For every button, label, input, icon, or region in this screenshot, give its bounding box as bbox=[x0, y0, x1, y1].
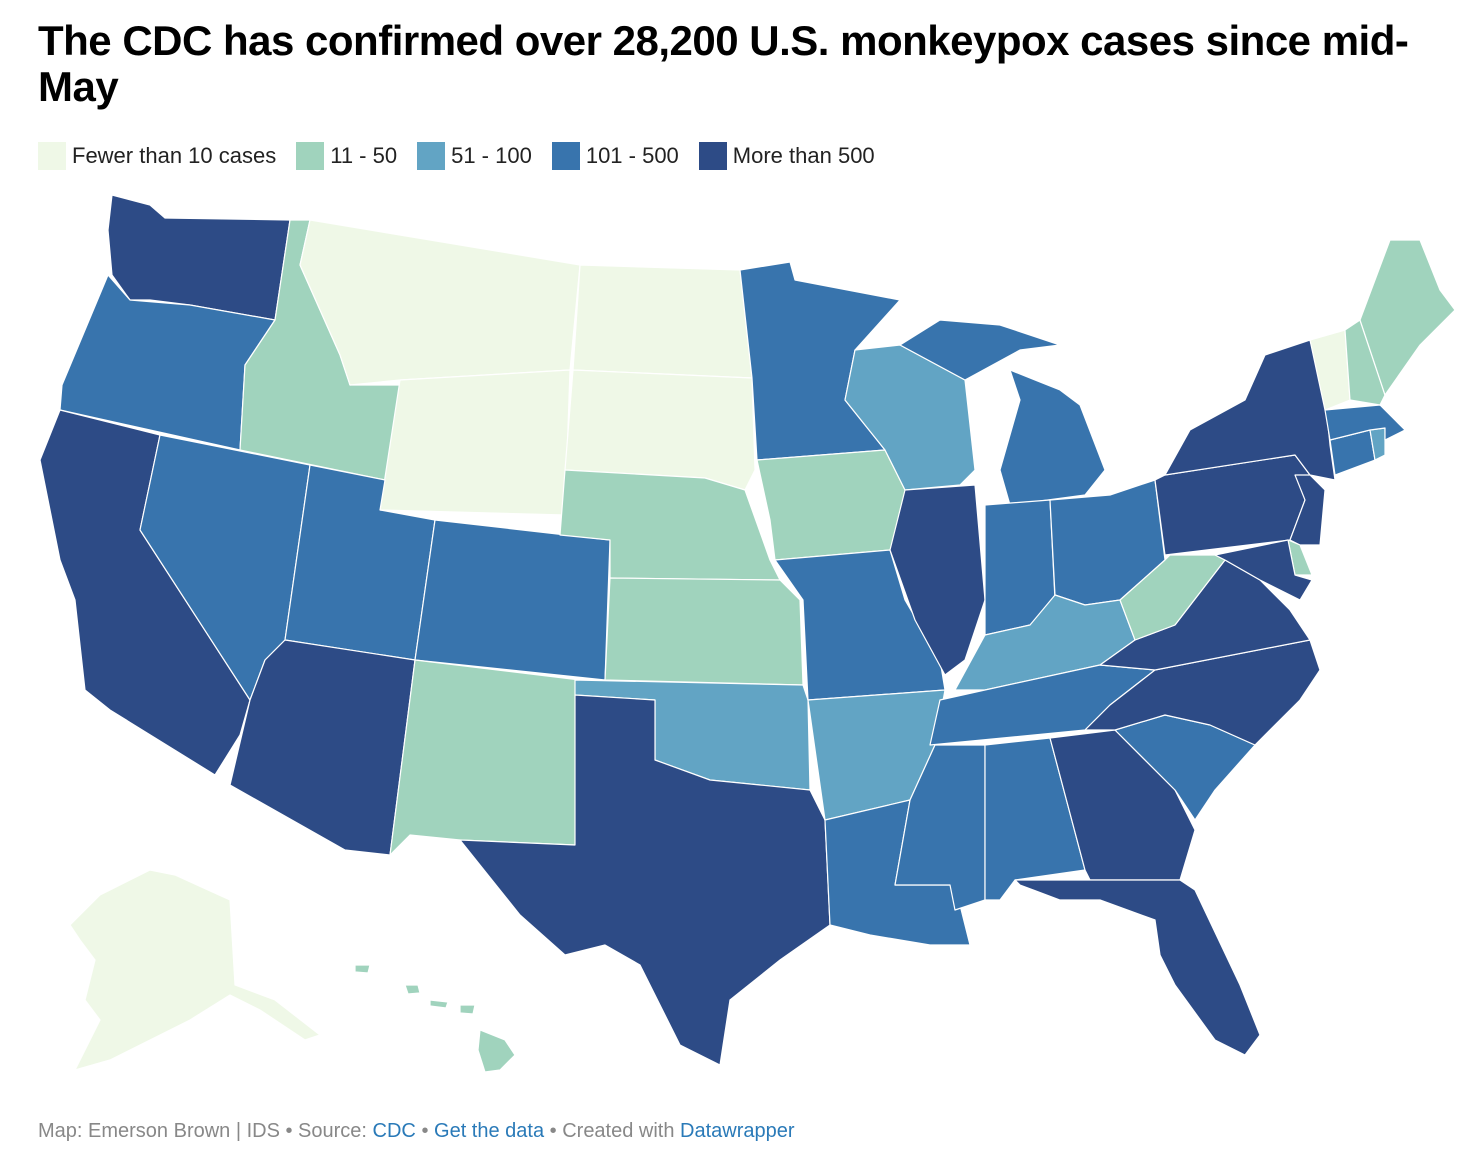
state-mi[interactable] bbox=[899, 319, 1106, 506]
state-nh[interactable] bbox=[1344, 319, 1386, 406]
state-ma[interactable] bbox=[1324, 404, 1406, 441]
legend-swatch bbox=[551, 142, 580, 170]
footer: Map: Emerson Brown | IDS • Source: CDC •… bbox=[38, 1120, 795, 1143]
state-mt[interactable] bbox=[299, 219, 581, 386]
footer-credit: Map: Emerson Brown | IDS • Source: bbox=[38, 1120, 373, 1142]
state-md[interactable] bbox=[1214, 539, 1313, 601]
chart-title: The CDC has confirmed over 28,200 U.S. m… bbox=[38, 17, 1409, 110]
us-map bbox=[0, 190, 1482, 1090]
legend-item-11-50: 11 - 50 bbox=[296, 142, 397, 170]
state-tx[interactable] bbox=[459, 694, 831, 1066]
legend-swatch bbox=[417, 142, 446, 170]
legend-swatch bbox=[296, 142, 325, 170]
state-nj[interactable] bbox=[1289, 474, 1326, 546]
state-ks[interactable] bbox=[604, 577, 804, 686]
footer-separator: • bbox=[415, 1120, 435, 1142]
legend-label: 101 - 500 bbox=[585, 143, 679, 168]
legend-swatch bbox=[698, 142, 727, 170]
get-data-link[interactable]: Get the data bbox=[434, 1120, 545, 1142]
legend-label: 11 - 50 bbox=[330, 143, 398, 168]
legend-swatch bbox=[38, 142, 66, 170]
legend-item-101-500: 101 - 500 bbox=[551, 142, 679, 170]
datawrapper-link[interactable]: Datawrapper bbox=[680, 1120, 795, 1142]
state-fl[interactable] bbox=[1014, 879, 1261, 1056]
state-nd[interactable] bbox=[572, 264, 753, 379]
footer-created-with: • Created with bbox=[544, 1120, 681, 1142]
legend-label: 51 - 100 bbox=[451, 143, 532, 168]
state-co[interactable] bbox=[414, 519, 611, 681]
legend-label: Fewer than 10 cases bbox=[72, 143, 277, 168]
legend-item-fewer-10: Fewer than 10 cases bbox=[38, 142, 276, 170]
state-nc[interactable] bbox=[1084, 639, 1321, 746]
state-il[interactable] bbox=[889, 484, 986, 676]
legend-item-51-100: 51 - 100 bbox=[417, 142, 532, 170]
source-link[interactable]: CDC bbox=[372, 1120, 416, 1142]
state-ny[interactable] bbox=[1164, 339, 1336, 481]
state-nm[interactable] bbox=[389, 659, 581, 856]
legend: Fewer than 10 cases 11 - 50 51 - 100 101… bbox=[38, 142, 895, 170]
state-me[interactable] bbox=[1359, 239, 1456, 396]
legend-item-more-500: More than 500 bbox=[698, 142, 875, 170]
legend-label: More than 500 bbox=[732, 143, 875, 168]
state-hi[interactable] bbox=[354, 964, 516, 1073]
state-ak[interactable] bbox=[69, 869, 321, 1071]
state-wy[interactable] bbox=[379, 369, 571, 516]
